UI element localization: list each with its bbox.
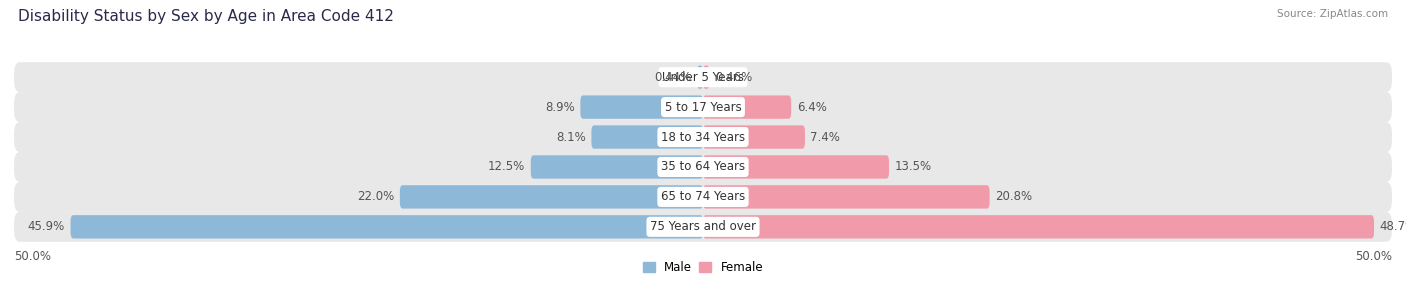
Text: Disability Status by Sex by Age in Area Code 412: Disability Status by Sex by Age in Area …	[18, 9, 394, 24]
Text: 50.0%: 50.0%	[14, 250, 51, 263]
Text: 8.9%: 8.9%	[546, 101, 575, 114]
Text: 5 to 17 Years: 5 to 17 Years	[665, 101, 741, 114]
FancyBboxPatch shape	[14, 212, 1392, 242]
FancyBboxPatch shape	[703, 95, 792, 119]
FancyBboxPatch shape	[703, 125, 806, 149]
Text: Source: ZipAtlas.com: Source: ZipAtlas.com	[1277, 9, 1388, 19]
Text: 75 Years and over: 75 Years and over	[650, 220, 756, 233]
FancyBboxPatch shape	[14, 62, 1392, 92]
Legend: Male, Female: Male, Female	[638, 256, 768, 278]
FancyBboxPatch shape	[703, 215, 1374, 239]
FancyBboxPatch shape	[697, 65, 703, 89]
Text: 35 to 64 Years: 35 to 64 Years	[661, 161, 745, 174]
Text: 50.0%: 50.0%	[1355, 250, 1392, 263]
Text: 12.5%: 12.5%	[488, 161, 526, 174]
FancyBboxPatch shape	[703, 65, 710, 89]
Text: 45.9%: 45.9%	[28, 220, 65, 233]
Text: 20.8%: 20.8%	[995, 190, 1032, 203]
Text: 8.1%: 8.1%	[557, 130, 586, 143]
FancyBboxPatch shape	[14, 182, 1392, 212]
FancyBboxPatch shape	[581, 95, 703, 119]
FancyBboxPatch shape	[703, 185, 990, 209]
Text: 18 to 34 Years: 18 to 34 Years	[661, 130, 745, 143]
FancyBboxPatch shape	[70, 215, 703, 239]
Text: 0.44%: 0.44%	[654, 71, 692, 84]
FancyBboxPatch shape	[14, 122, 1392, 152]
FancyBboxPatch shape	[531, 155, 703, 179]
Text: 65 to 74 Years: 65 to 74 Years	[661, 190, 745, 203]
Text: 22.0%: 22.0%	[357, 190, 394, 203]
Text: 13.5%: 13.5%	[894, 161, 932, 174]
FancyBboxPatch shape	[592, 125, 703, 149]
Text: 7.4%: 7.4%	[810, 130, 841, 143]
FancyBboxPatch shape	[399, 185, 703, 209]
FancyBboxPatch shape	[703, 155, 889, 179]
FancyBboxPatch shape	[14, 92, 1392, 122]
Text: 48.7%: 48.7%	[1379, 220, 1406, 233]
FancyBboxPatch shape	[14, 152, 1392, 182]
Text: 0.46%: 0.46%	[714, 71, 752, 84]
Text: Under 5 Years: Under 5 Years	[662, 71, 744, 84]
Text: 6.4%: 6.4%	[797, 101, 827, 114]
